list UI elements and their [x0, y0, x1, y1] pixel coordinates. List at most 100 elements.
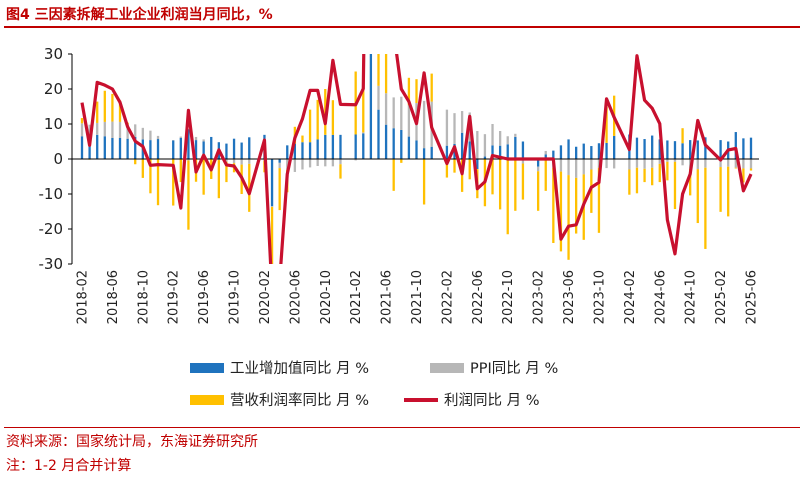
- source-note: 资料来源：国家统计局，东海证券研究所: [6, 434, 258, 450]
- bar-segment: [202, 159, 205, 195]
- bar-segment: [719, 140, 722, 159]
- bar-segment: [605, 159, 608, 169]
- bar-layer: [80, 54, 753, 264]
- bar-segment: [643, 168, 646, 183]
- bar-segment: [719, 167, 722, 212]
- bar-segment: [141, 159, 144, 178]
- bar-segment: [316, 139, 319, 159]
- bar-segment: [293, 143, 297, 159]
- bar-segment: [430, 73, 433, 102]
- bar-segment: [567, 159, 570, 176]
- legend-label: 营收利润率同比 月 %: [230, 392, 369, 409]
- bar-segment: [80, 118, 84, 124]
- bar-segment: [704, 159, 707, 168]
- bar-segment: [613, 159, 616, 169]
- bar-segment: [286, 159, 289, 170]
- x-tick-label: 2019-06: [197, 270, 212, 324]
- bar-segment: [111, 121, 114, 138]
- bar-segment: [126, 138, 129, 159]
- bar-segment: [384, 124, 388, 159]
- bar-segment: [673, 159, 677, 162]
- bar-segment: [575, 177, 578, 234]
- bar-segment: [567, 175, 570, 260]
- bar-segment: [134, 124, 137, 137]
- bar-segment: [696, 140, 699, 159]
- bar-segment: [628, 159, 631, 170]
- bar-segment: [658, 139, 661, 159]
- bar-segment: [422, 148, 426, 159]
- bar-segment: [491, 124, 494, 146]
- x-tick-label: 2018-10: [136, 270, 151, 324]
- bar-segment: [567, 139, 570, 159]
- bar-segment: [422, 100, 426, 149]
- bar-segment: [468, 141, 471, 159]
- bar-segment: [339, 134, 342, 159]
- bar-segment: [445, 159, 449, 178]
- bar-segment: [590, 159, 593, 170]
- bar-segment: [339, 159, 342, 165]
- bar-segment: [749, 168, 753, 171]
- bar-segment: [308, 109, 312, 143]
- bar-segment: [407, 136, 411, 159]
- x-tick-label: 2020-10: [319, 270, 334, 324]
- bar-segment: [392, 128, 395, 159]
- bar-segment: [544, 159, 547, 191]
- bar-segment: [384, 54, 388, 94]
- legend-swatch: [430, 363, 464, 373]
- bar-segment: [278, 168, 281, 211]
- x-tick-label: 2021-10: [410, 270, 425, 324]
- bar-segment: [727, 166, 730, 217]
- bar-segment: [552, 167, 555, 243]
- bar-segment: [96, 134, 99, 159]
- bar-segment: [575, 146, 578, 159]
- bar-segment: [673, 161, 677, 210]
- bar-segment: [118, 121, 122, 138]
- bar-segment: [286, 145, 289, 159]
- bar-segment: [498, 159, 502, 210]
- bar-segment: [415, 140, 418, 159]
- bar-segment: [491, 159, 494, 195]
- bar-segment: [422, 159, 426, 205]
- bar-segment: [270, 159, 274, 207]
- legend-swatch: [190, 363, 224, 373]
- bar-segment: [559, 145, 563, 159]
- profit-line-layer: [80, 54, 753, 264]
- y-tick-labels: -30 -20 -10 0 10 20 30: [39, 45, 72, 273]
- bar-segment: [400, 129, 403, 159]
- bar-segment: [536, 166, 540, 172]
- bar-segment: [202, 141, 205, 159]
- bar-segment: [308, 159, 312, 168]
- bar-segment: [734, 159, 737, 168]
- bar-segment: [651, 135, 654, 159]
- legend-label: 利润同比 月 %: [444, 392, 540, 409]
- bar-segment: [734, 167, 737, 169]
- bar-segment: [232, 159, 236, 164]
- bar-segment: [635, 159, 639, 168]
- x-tick-label: 2021-06: [380, 270, 395, 324]
- bar-segment: [430, 146, 433, 159]
- bar-segment: [240, 142, 243, 159]
- bar-segment: [80, 136, 84, 159]
- bar-segment: [149, 159, 152, 194]
- legend-label: PPI同比 月 %: [470, 360, 558, 377]
- bar-segment: [536, 159, 540, 167]
- bar-segment: [134, 136, 137, 159]
- bar-segment: [651, 167, 654, 186]
- bar-segment: [453, 113, 456, 144]
- x-tick-label: 2025-06: [745, 270, 760, 324]
- bar-segment: [293, 159, 297, 172]
- bar-segment: [483, 156, 487, 159]
- x-tick-label: 2021-02: [349, 270, 364, 324]
- bar-segment: [514, 136, 517, 159]
- bar-segment: [118, 100, 122, 122]
- bar-segment: [742, 168, 745, 183]
- bar-segment: [172, 159, 175, 206]
- bar-segment: [248, 137, 251, 159]
- bar-segment: [445, 145, 449, 159]
- bar-segment: [149, 130, 152, 141]
- bar-segment: [514, 133, 517, 137]
- x-tick-label: 2022-06: [471, 270, 486, 324]
- bar-segment: [392, 97, 395, 129]
- bar-segment: [377, 54, 380, 86]
